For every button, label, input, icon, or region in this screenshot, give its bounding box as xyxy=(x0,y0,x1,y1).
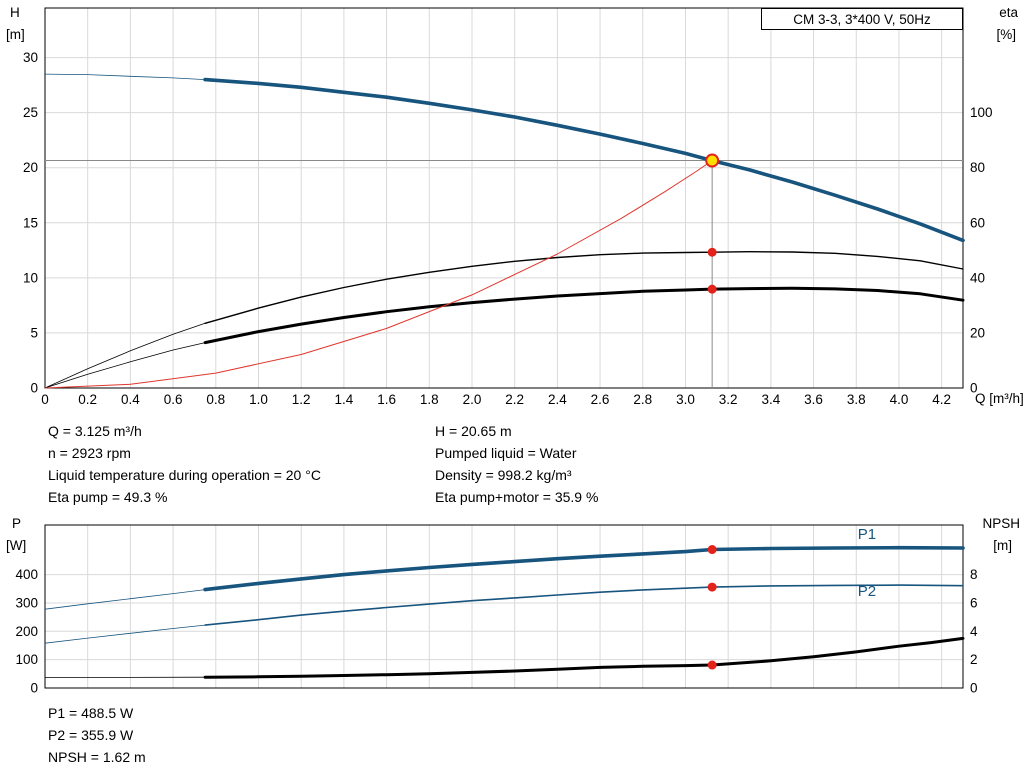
svg-text:4.2: 4.2 xyxy=(932,392,951,407)
y-right-axis-title: eta xyxy=(999,5,1018,20)
curve-p1-curve xyxy=(203,545,965,592)
svg-text:0.8: 0.8 xyxy=(206,392,225,407)
svg-text:10: 10 xyxy=(23,270,38,285)
svg-text:15: 15 xyxy=(23,215,38,230)
svg-text:0: 0 xyxy=(30,381,38,396)
svg-text:300: 300 xyxy=(15,595,38,610)
svg-text:20: 20 xyxy=(23,160,38,175)
operating-point-marker xyxy=(707,247,717,257)
plot-frame xyxy=(44,7,964,389)
curve-p1-curve-thin xyxy=(44,589,206,610)
svg-text:1.2: 1.2 xyxy=(292,392,311,407)
svg-text:3.4: 3.4 xyxy=(761,392,780,407)
svg-text:0.2: 0.2 xyxy=(78,392,97,407)
svg-text:3.0: 3.0 xyxy=(676,392,695,407)
svg-text:1.4: 1.4 xyxy=(334,392,353,407)
tick-labels: 0 100 200 300 400 0 2 4 6 8 xyxy=(15,567,978,695)
power-axis-unit: [W] xyxy=(6,538,27,553)
svg-text:0: 0 xyxy=(41,392,49,407)
svg-text:0: 0 xyxy=(30,681,38,696)
svg-text:25: 25 xyxy=(23,105,38,120)
curve-p2-curve xyxy=(204,584,964,626)
svg-text:100: 100 xyxy=(15,652,38,667)
svg-text:400: 400 xyxy=(15,567,38,582)
curve-eta-pump-thin xyxy=(44,322,206,389)
info-density: Density = 998.2 kg/m³ xyxy=(435,467,572,483)
power-info-block: P1 = 488.5 W P2 = 355.9 W NPSH = 1.62 m xyxy=(48,702,146,768)
svg-text:40: 40 xyxy=(970,270,985,285)
curve-system-curve xyxy=(44,160,713,389)
svg-text:8: 8 xyxy=(970,567,978,582)
curve-eta-pump-motor-thin xyxy=(44,342,206,389)
info-npsh: NPSH = 1.62 m xyxy=(48,749,146,765)
svg-text:3.2: 3.2 xyxy=(719,392,738,407)
info-liquid: Pumped liquid = Water xyxy=(435,445,577,461)
y-left-axis-unit: [m] xyxy=(6,27,25,42)
info-eta-pump: Eta pump = 49.3 % xyxy=(48,489,168,505)
y-right-axis-unit: [%] xyxy=(996,27,1016,42)
svg-text:2.8: 2.8 xyxy=(633,392,652,407)
pump-title-box: CM 3-3, 3*400 V, 50Hz xyxy=(761,8,963,30)
svg-text:100: 100 xyxy=(970,105,993,120)
duty-info-left-column: Q = 3.125 m³/h n = 2923 rpm Liquid tempe… xyxy=(48,420,321,508)
info-p2: P2 = 355.9 W xyxy=(48,727,134,743)
operating-point-marker xyxy=(707,582,717,592)
svg-text:80: 80 xyxy=(970,160,985,175)
svg-text:2.4: 2.4 xyxy=(548,392,567,407)
npsh-axis-title: NPSH xyxy=(982,516,1020,531)
info-temperature: Liquid temperature during operation = 20… xyxy=(48,467,321,483)
duty-info-right-column: H = 20.65 m Pumped liquid = Water Densit… xyxy=(435,420,598,508)
svg-text:0: 0 xyxy=(970,681,978,696)
info-head: H = 20.65 m xyxy=(435,423,512,439)
svg-text:200: 200 xyxy=(15,624,38,639)
power-axis-title: P xyxy=(12,516,22,531)
svg-text:1.6: 1.6 xyxy=(377,392,396,407)
tick-labels: 0 0.2 0.4 0.6 0.8 1.0 1.2 1.4 1.6 1.8 2.0 2.2 2.4 2.6… xyxy=(23,50,993,407)
series-label-p1-curve: P1 xyxy=(858,526,876,543)
svg-text:3.8: 3.8 xyxy=(847,392,866,407)
svg-text:2.0: 2.0 xyxy=(463,392,482,407)
info-p1: P1 = 488.5 W xyxy=(48,705,134,721)
curve-eta-pump xyxy=(204,250,964,324)
curve-head-curve-thin xyxy=(44,73,206,80)
operating-point-marker xyxy=(707,284,717,294)
info-flow: Q = 3.125 m³/h xyxy=(48,423,142,439)
svg-text:2.6: 2.6 xyxy=(591,392,610,407)
operating-point-marker xyxy=(707,660,717,670)
svg-text:60: 60 xyxy=(970,215,985,230)
curve-p2-curve-thin xyxy=(44,624,206,644)
svg-text:5: 5 xyxy=(30,325,38,340)
info-eta-pump-motor: Eta pump+motor = 35.9 % xyxy=(435,489,599,505)
curve-eta-pump-motor xyxy=(203,286,965,345)
svg-text:0.6: 0.6 xyxy=(164,392,183,407)
power-npsh-chart: P1 P2 0 100 200 300 400 0 2 4 6 8 xyxy=(15,524,978,696)
y-left-axis-title: H xyxy=(10,5,20,20)
curve-npsh-curve xyxy=(203,636,965,679)
svg-text:30: 30 xyxy=(23,50,38,65)
svg-text:20: 20 xyxy=(970,325,985,340)
svg-text:1.0: 1.0 xyxy=(249,392,268,407)
curve-head-curve xyxy=(203,77,965,243)
svg-text:1.8: 1.8 xyxy=(420,392,439,407)
plot-frame xyxy=(44,524,964,689)
svg-text:0.4: 0.4 xyxy=(121,392,140,407)
svg-text:3.6: 3.6 xyxy=(804,392,823,407)
svg-text:2: 2 xyxy=(970,652,978,667)
operating-point-marker xyxy=(707,545,717,555)
svg-text:4: 4 xyxy=(970,624,978,639)
grid xyxy=(45,8,963,388)
npsh-axis-unit: [m] xyxy=(993,538,1012,553)
svg-text:4.0: 4.0 xyxy=(890,392,909,407)
svg-text:0: 0 xyxy=(970,381,978,396)
series-label-p2-curve: P2 xyxy=(858,583,876,600)
info-speed: n = 2923 rpm xyxy=(48,445,131,461)
svg-text:2.2: 2.2 xyxy=(505,392,524,407)
duty-point-marker xyxy=(705,153,720,168)
x-axis-title: Q [m³/h] xyxy=(975,391,1024,406)
head-efficiency-chart: 0 0.2 0.4 0.6 0.8 1.0 1.2 1.4 1.6 1.8 2.0 2.2 2.4 2.6… xyxy=(23,7,993,407)
svg-text:6: 6 xyxy=(970,595,978,610)
